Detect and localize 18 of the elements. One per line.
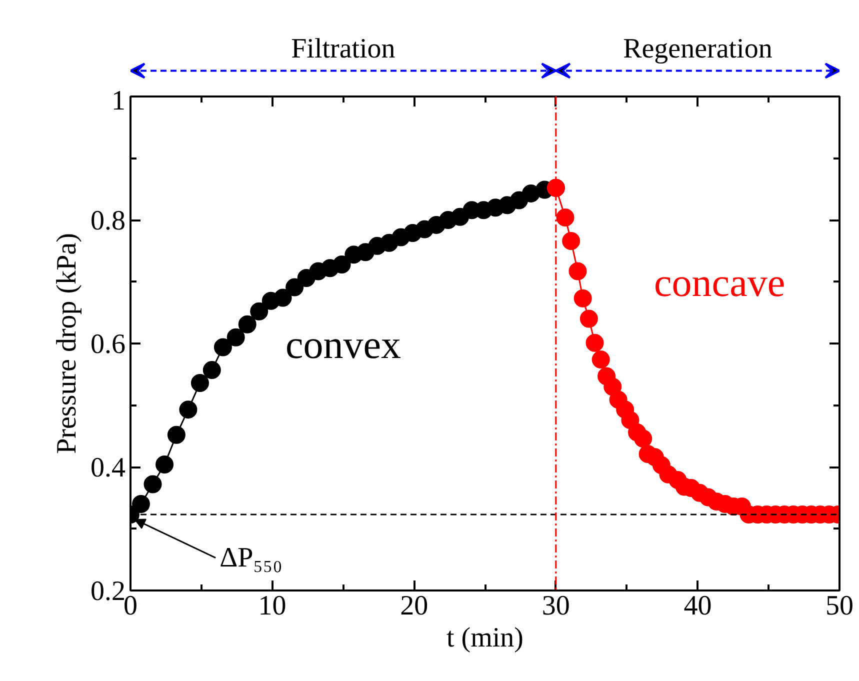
x-tick-label: 30: [542, 590, 570, 622]
y-tick-label: 0.2: [90, 576, 126, 607]
y-tick-label: 1: [112, 86, 126, 116]
text: Filtration: [291, 34, 396, 65]
annotation: ΔP₅₅₀: [220, 542, 282, 574]
y-axis-title: Pressure drop (kPa): [52, 233, 82, 454]
y-tick-label: 0.8: [90, 206, 126, 236]
x-tick-label: 40: [684, 590, 712, 622]
x-tick-label: 0: [124, 590, 138, 622]
x-tick-label: 20: [400, 590, 428, 622]
x-tick-label: 10: [258, 590, 286, 622]
x-axis-title: t (min): [446, 622, 524, 654]
y-tick-label: 0.4: [90, 452, 126, 484]
annotation: concave: [654, 260, 786, 306]
x-tick-label: 50: [826, 590, 854, 622]
annotation: convex: [285, 322, 401, 368]
text: Regeneration: [623, 34, 772, 65]
y-tick-label: 0.6: [90, 329, 126, 360]
